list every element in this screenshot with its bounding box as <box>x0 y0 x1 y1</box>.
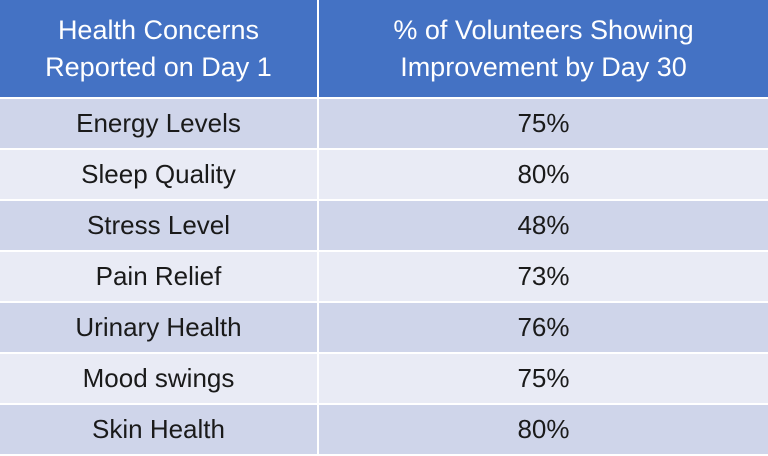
percent-text: 48% <box>517 210 570 240</box>
percent-cell: 73% <box>319 252 768 301</box>
percent-cell: 48% <box>319 201 768 250</box>
percent-text: 80% <box>517 414 570 444</box>
header-text: Health Concerns <box>57 14 260 45</box>
percent-text: 76% <box>517 312 570 342</box>
percent-cell: 80% <box>319 150 768 199</box>
concern-cell: Mood swings <box>0 354 317 403</box>
concern-text: Skin Health <box>92 414 225 444</box>
concern-cell: Pain Relief <box>0 252 317 301</box>
concern-cell: Energy Levels <box>0 99 317 148</box>
concern-cell: Skin Health <box>0 405 317 454</box>
concern-text: Energy Levels <box>76 108 241 138</box>
concern-text: Urinary Health <box>75 312 242 342</box>
percent-cell: 75% <box>319 99 768 148</box>
percent-cell: 75% <box>319 354 768 403</box>
header-text: Reported on Day 1 <box>45 51 272 82</box>
concern-cell: Sleep Quality <box>0 150 317 199</box>
concern-cell: Urinary Health <box>0 303 317 352</box>
percent-text: 75% <box>517 108 570 138</box>
header-text: % of Volunteers Showing <box>393 14 694 45</box>
concern-text: Stress Level <box>86 210 231 240</box>
header-cell: % of Volunteers Showing Improvement by Da… <box>319 0 768 97</box>
percent-cell: 80% <box>319 405 768 454</box>
percent-cell: 76% <box>319 303 768 352</box>
percent-text: 80% <box>517 159 570 189</box>
concern-text: Mood swings <box>82 363 235 393</box>
percent-text: 73% <box>517 261 570 291</box>
concern-text: Pain Relief <box>95 261 222 291</box>
concern-cell: Stress Level <box>0 201 317 250</box>
header-text: Improvement by Day 30 <box>400 51 687 82</box>
percent-text: 75% <box>517 363 570 393</box>
concern-text: Sleep Quality <box>81 159 236 189</box>
header-cell: Health Concerns Reported on Day 1 <box>0 0 317 97</box>
